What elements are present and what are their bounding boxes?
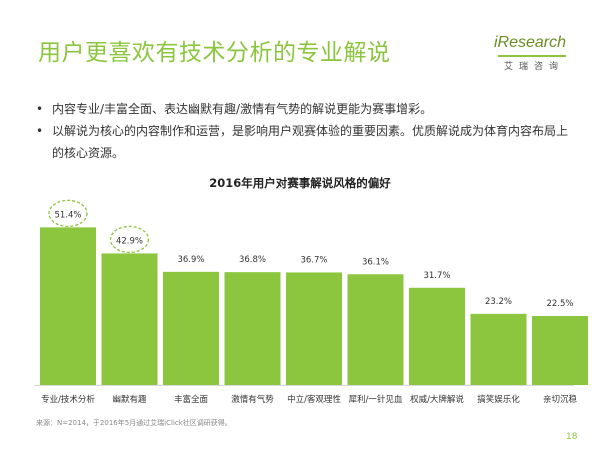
category-label-5: 犀利/一针见血: [349, 394, 403, 405]
category-label-8: 亲切沉稳: [543, 394, 578, 405]
page-title: 用户更喜欢有技术分析的专业解说: [38, 40, 391, 66]
data-label-2: 36.9%: [177, 255, 204, 265]
category-label-2: 丰富全面: [174, 394, 209, 405]
bar-3: [224, 272, 281, 385]
bullet-text: 以解说为核心的内容制作和运营，是影响用户观赛体验的重要因素。优质解说成为体育内容…: [52, 124, 569, 160]
category-label-7: 搞笑娱乐化: [477, 394, 520, 405]
data-label-6: 31.7%: [423, 271, 450, 281]
highlight-circle-1: [109, 225, 150, 254]
logo-wordmark: iResearch: [494, 34, 567, 51]
chart-title: 2016年用户对赛事解说风格的偏好: [209, 176, 391, 190]
source-note: 来源：N=2014，于2016年5月通过艾瑞iClick社区调研获得。: [36, 419, 232, 427]
iresearch-logo: iResearch 艾瑞咨询: [494, 34, 574, 74]
bar-5: [347, 274, 404, 385]
data-label-0: 51.4%: [54, 210, 81, 220]
data-label-1: 42.9%: [116, 236, 143, 246]
category-label-6: 权威/大牌解说: [410, 394, 464, 405]
bar-7: [470, 313, 527, 385]
logo-subtitle: 艾瑞咨询: [504, 62, 565, 72]
bullet-item: • 内容专业/丰富全面、表达幽默有趣/激情有气势的解说更能为赛事增彩。: [36, 98, 576, 120]
data-label-7: 23.2%: [485, 297, 512, 307]
bar-4: [286, 272, 342, 385]
bullet-marker: •: [36, 102, 44, 116]
page-number: 18: [566, 432, 578, 442]
highlight-circle-0: [48, 199, 88, 228]
bar-0: [40, 227, 96, 385]
data-label-5: 36.1%: [362, 257, 389, 267]
bar-6: [409, 287, 465, 385]
data-label-3: 36.8%: [239, 255, 266, 265]
category-label-4: 中立/客观理性: [287, 394, 341, 405]
bullet-text: 内容专业/丰富全面、表达幽默有趣/激情有气势的解说更能为赛事增彩。: [52, 102, 433, 116]
summary-bullets: • 内容专业/丰富全面、表达幽默有趣/激情有气势的解说更能为赛事增彩。 • 以解…: [36, 98, 576, 164]
data-label-4: 36.7%: [300, 255, 327, 265]
category-label-3: 激情有气势: [231, 394, 274, 405]
data-label-8: 22.5%: [546, 299, 573, 309]
bullet-marker: •: [36, 124, 44, 138]
bullet-item: • 以解说为核心的内容制作和运营，是影响用户观赛体验的重要因素。优质解说成为体育…: [36, 120, 576, 164]
category-label-1: 幽默有趣: [112, 394, 147, 405]
logo-underline: [498, 55, 566, 57]
bar-1: [101, 253, 158, 385]
bar-8: [532, 316, 588, 385]
bar-2: [163, 271, 219, 385]
category-label-0: 专业/技术分析: [41, 394, 95, 405]
